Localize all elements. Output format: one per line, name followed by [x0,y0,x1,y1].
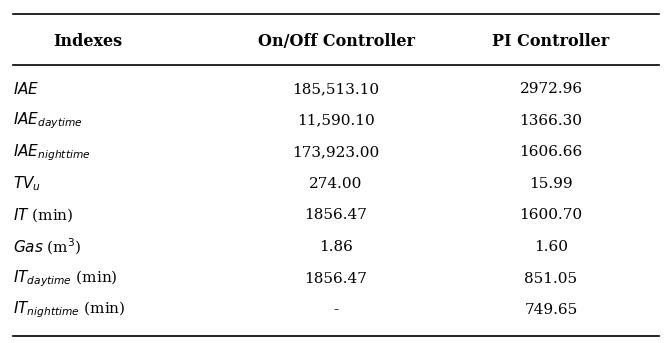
Text: $\mathit{Gas}$ (m$^3$): $\mathit{Gas}$ (m$^3$) [13,237,82,257]
Text: -: - [333,303,339,317]
Text: 173,923.00: 173,923.00 [292,145,380,159]
Text: 1600.70: 1600.70 [519,209,583,222]
Text: 1366.30: 1366.30 [519,114,583,128]
Text: Indexes: Indexes [53,33,122,50]
Text: $\mathit{TV}_{\mathit{u}}$: $\mathit{TV}_{\mathit{u}}$ [13,175,42,193]
Text: $\mathit{IAE}$: $\mathit{IAE}$ [13,81,40,97]
Text: On/Off Controller: On/Off Controller [257,33,415,50]
Text: 15.99: 15.99 [530,177,573,191]
Text: 1.86: 1.86 [319,240,353,254]
Text: 1856.47: 1856.47 [304,272,368,285]
Text: $\mathit{IAE}_{\mathit{nighttime}}$: $\mathit{IAE}_{\mathit{nighttime}}$ [13,142,91,163]
Text: 749.65: 749.65 [524,303,578,317]
Text: 1856.47: 1856.47 [304,209,368,222]
Text: $\mathit{IT}_{\mathit{daytime}}$ (min): $\mathit{IT}_{\mathit{daytime}}$ (min) [13,268,118,289]
Text: 851.05: 851.05 [524,272,578,285]
Text: 274.00: 274.00 [309,177,363,191]
Text: $\mathit{IT}$ (min): $\mathit{IT}$ (min) [13,206,74,224]
Text: 185,513.10: 185,513.10 [292,82,380,96]
Text: 2972.96: 2972.96 [519,82,583,96]
Text: 1606.66: 1606.66 [519,145,583,159]
Text: $\mathit{IT}_{\mathit{nighttime}}$ (min): $\mathit{IT}_{\mathit{nighttime}}$ (min) [13,300,126,320]
Text: 11,590.10: 11,590.10 [297,114,375,128]
Text: $\mathit{IAE}_{\mathit{daytime}}$: $\mathit{IAE}_{\mathit{daytime}}$ [13,110,83,131]
Text: PI Controller: PI Controller [493,33,610,50]
Text: 1.60: 1.60 [534,240,568,254]
